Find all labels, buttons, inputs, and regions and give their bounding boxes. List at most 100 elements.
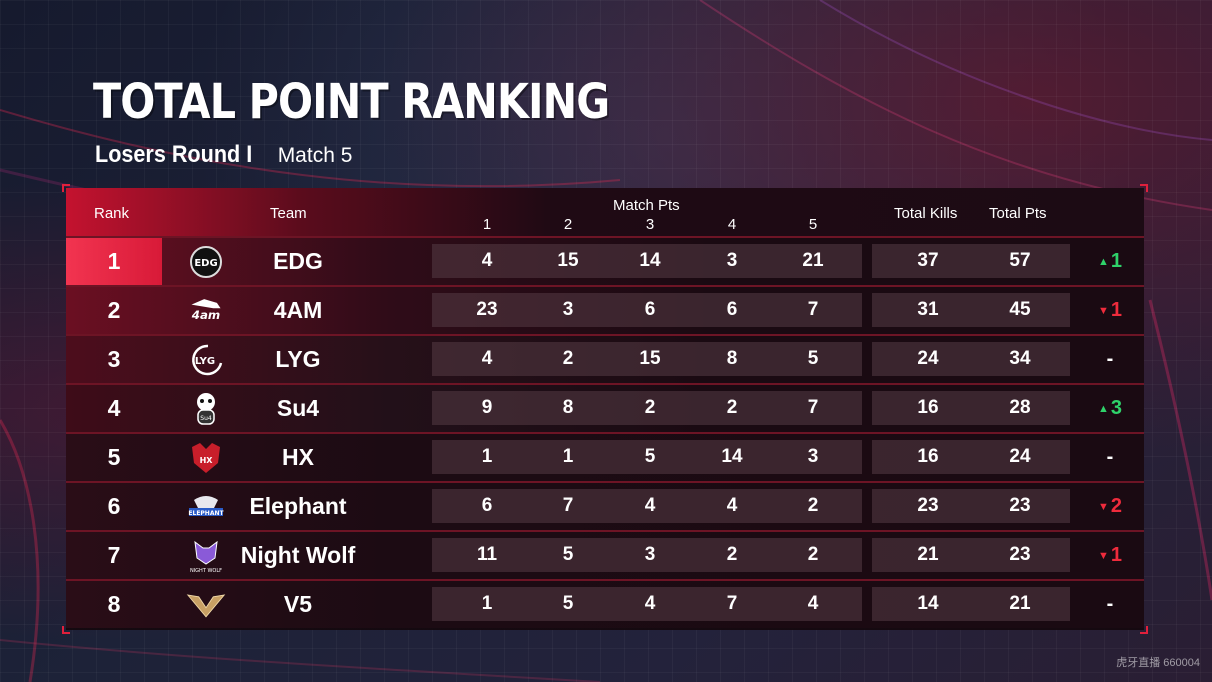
triangle-down-icon: ▼	[1097, 500, 1109, 513]
total-pts: 24	[1009, 446, 1031, 467]
team-name: Elephant	[249, 493, 347, 519]
svg-text:Su4: Su4	[200, 415, 212, 422]
header-match-4: 4	[727, 216, 737, 233]
rank-change: ▼ 1	[1084, 532, 1136, 579]
team-name: HX	[282, 444, 314, 470]
total-kills: 14	[917, 593, 939, 614]
match-3-pts: 5	[644, 446, 656, 467]
svg-text:HX: HX	[200, 456, 214, 465]
match-1-pts: 6	[481, 495, 493, 516]
rank-change-value: 2	[1110, 495, 1122, 517]
table-row: 1 EDG EDG 4 15 14 3 21 37 57 ▲ 1	[66, 236, 1144, 285]
rank-change-value: -	[1106, 446, 1114, 468]
rank-cell: 5	[107, 444, 121, 470]
rank-cell: 4	[107, 395, 121, 421]
rank-change-value: -	[1106, 348, 1114, 370]
table-row: 3 LYG LYG 4 2 15 8 5 24 34 -	[66, 334, 1144, 383]
match-4-pts: 2	[726, 544, 738, 565]
match-5-pts: 2	[807, 544, 819, 565]
total-pts: 57	[1009, 250, 1031, 271]
hx-logo-icon: HX	[186, 438, 226, 478]
rank-cell: 8	[107, 591, 121, 617]
total-kills: 21	[917, 544, 939, 565]
rank-change-value: -	[1106, 593, 1114, 615]
header-match-pts: Match Pts	[613, 197, 680, 214]
total-pts: 23	[1009, 544, 1031, 565]
corner-bracket	[62, 626, 70, 634]
total-kills: 23	[917, 495, 939, 516]
match-pts-box	[432, 587, 862, 621]
table-row: 8 V5 1 5 4 7 4 14 21 -	[66, 579, 1144, 628]
match-2-pts: 2	[562, 348, 574, 369]
total-kills: 16	[917, 446, 939, 467]
match-5-pts: 21	[802, 250, 824, 271]
match-3-pts: 15	[639, 348, 661, 369]
header-total-pts: Total Pts	[989, 205, 1047, 222]
corner-bracket	[62, 184, 70, 192]
totals-box	[872, 391, 1070, 425]
match-1-pts: 11	[476, 544, 498, 565]
rank-cell: 3	[107, 346, 121, 372]
totals-box	[872, 244, 1070, 278]
rank-cell: 7	[107, 542, 121, 568]
triangle-down-icon: ▼	[1097, 549, 1109, 562]
watermark: 虎牙直播 660004	[1116, 657, 1200, 669]
elephant-logo-icon: ELEPHANT	[186, 487, 226, 527]
rank-change-value: 1	[1110, 299, 1122, 321]
svg-text:ELEPHANT: ELEPHANT	[188, 510, 224, 517]
rank-change: -	[1084, 581, 1136, 628]
match-3-pts: 4	[644, 593, 656, 614]
match-pts-box	[432, 440, 862, 474]
total-pts: 28	[1009, 397, 1031, 418]
team-name: 4AM	[273, 297, 323, 323]
v5-logo-icon	[186, 585, 226, 625]
triangle-up-icon: ▲	[1097, 255, 1109, 268]
rank-change: -	[1084, 336, 1136, 383]
rank-change-value: 1	[1110, 250, 1122, 272]
triangle-up-icon: ▲	[1097, 402, 1109, 415]
table-header: Rank Team Match Pts 1 2 3 4 5 Total Kill…	[66, 188, 1144, 236]
match-2-pts: 8	[562, 397, 574, 418]
rank-change: ▲ 1	[1084, 238, 1136, 285]
match-4-pts: 3	[726, 250, 738, 271]
rank-change: ▼ 2	[1084, 483, 1136, 530]
rank-change: ▲ 3	[1084, 385, 1136, 432]
header-match-1: 1	[482, 216, 492, 233]
match-4-pts: 14	[721, 446, 743, 467]
rank-change: -	[1084, 434, 1136, 481]
match-2-pts: 1	[562, 446, 574, 467]
match-pts-box	[432, 244, 862, 278]
match-2-pts: 7	[562, 495, 574, 516]
header-match-3: 3	[645, 216, 655, 233]
total-pts: 23	[1009, 495, 1031, 516]
team-name: LYG	[275, 346, 321, 372]
match-3-pts: 3	[644, 544, 656, 565]
match-1-pts: 4	[481, 348, 493, 369]
match-2-pts: 5	[562, 544, 574, 565]
match-5-pts: 7	[807, 397, 819, 418]
total-pts: 21	[1009, 593, 1031, 614]
match-pts-box	[432, 489, 862, 523]
header-team: Team	[270, 205, 307, 222]
night-wolf-logo-icon: NIGHT WOLF	[186, 536, 226, 576]
match-5-pts: 7	[807, 299, 819, 320]
total-pts: 45	[1009, 299, 1031, 320]
table-row: 4 Su4 Su4 9 8 2 2 7 16 28 ▲ 3	[66, 383, 1144, 432]
page-title: TOTAL POINT RANKING	[93, 74, 610, 130]
ranking-table: Rank Team Match Pts 1 2 3 4 5 Total Kill…	[62, 184, 1148, 634]
corner-bracket	[1140, 626, 1148, 634]
table-row: 2 4am 4AM 23 3 6 6 7 31 45 ▼ 1	[66, 285, 1144, 334]
match-pts-box	[432, 293, 862, 327]
header-total-kills: Total Kills	[894, 205, 958, 222]
rank-change: ▼ 1	[1084, 287, 1136, 334]
match-2-pts: 15	[557, 250, 579, 271]
team-name: EDG	[273, 248, 323, 274]
table-row: 7 NIGHT WOLF Night Wolf 11 5 3 2 2 21 23…	[66, 530, 1144, 579]
match-3-pts: 6	[644, 299, 656, 320]
rank-cell: 2	[107, 297, 121, 323]
match-4-pts: 7	[726, 593, 738, 614]
team-name: V5	[283, 591, 313, 617]
team-name: Su4	[276, 395, 320, 421]
totals-box	[872, 440, 1070, 474]
team-name: Night Wolf	[240, 542, 356, 568]
